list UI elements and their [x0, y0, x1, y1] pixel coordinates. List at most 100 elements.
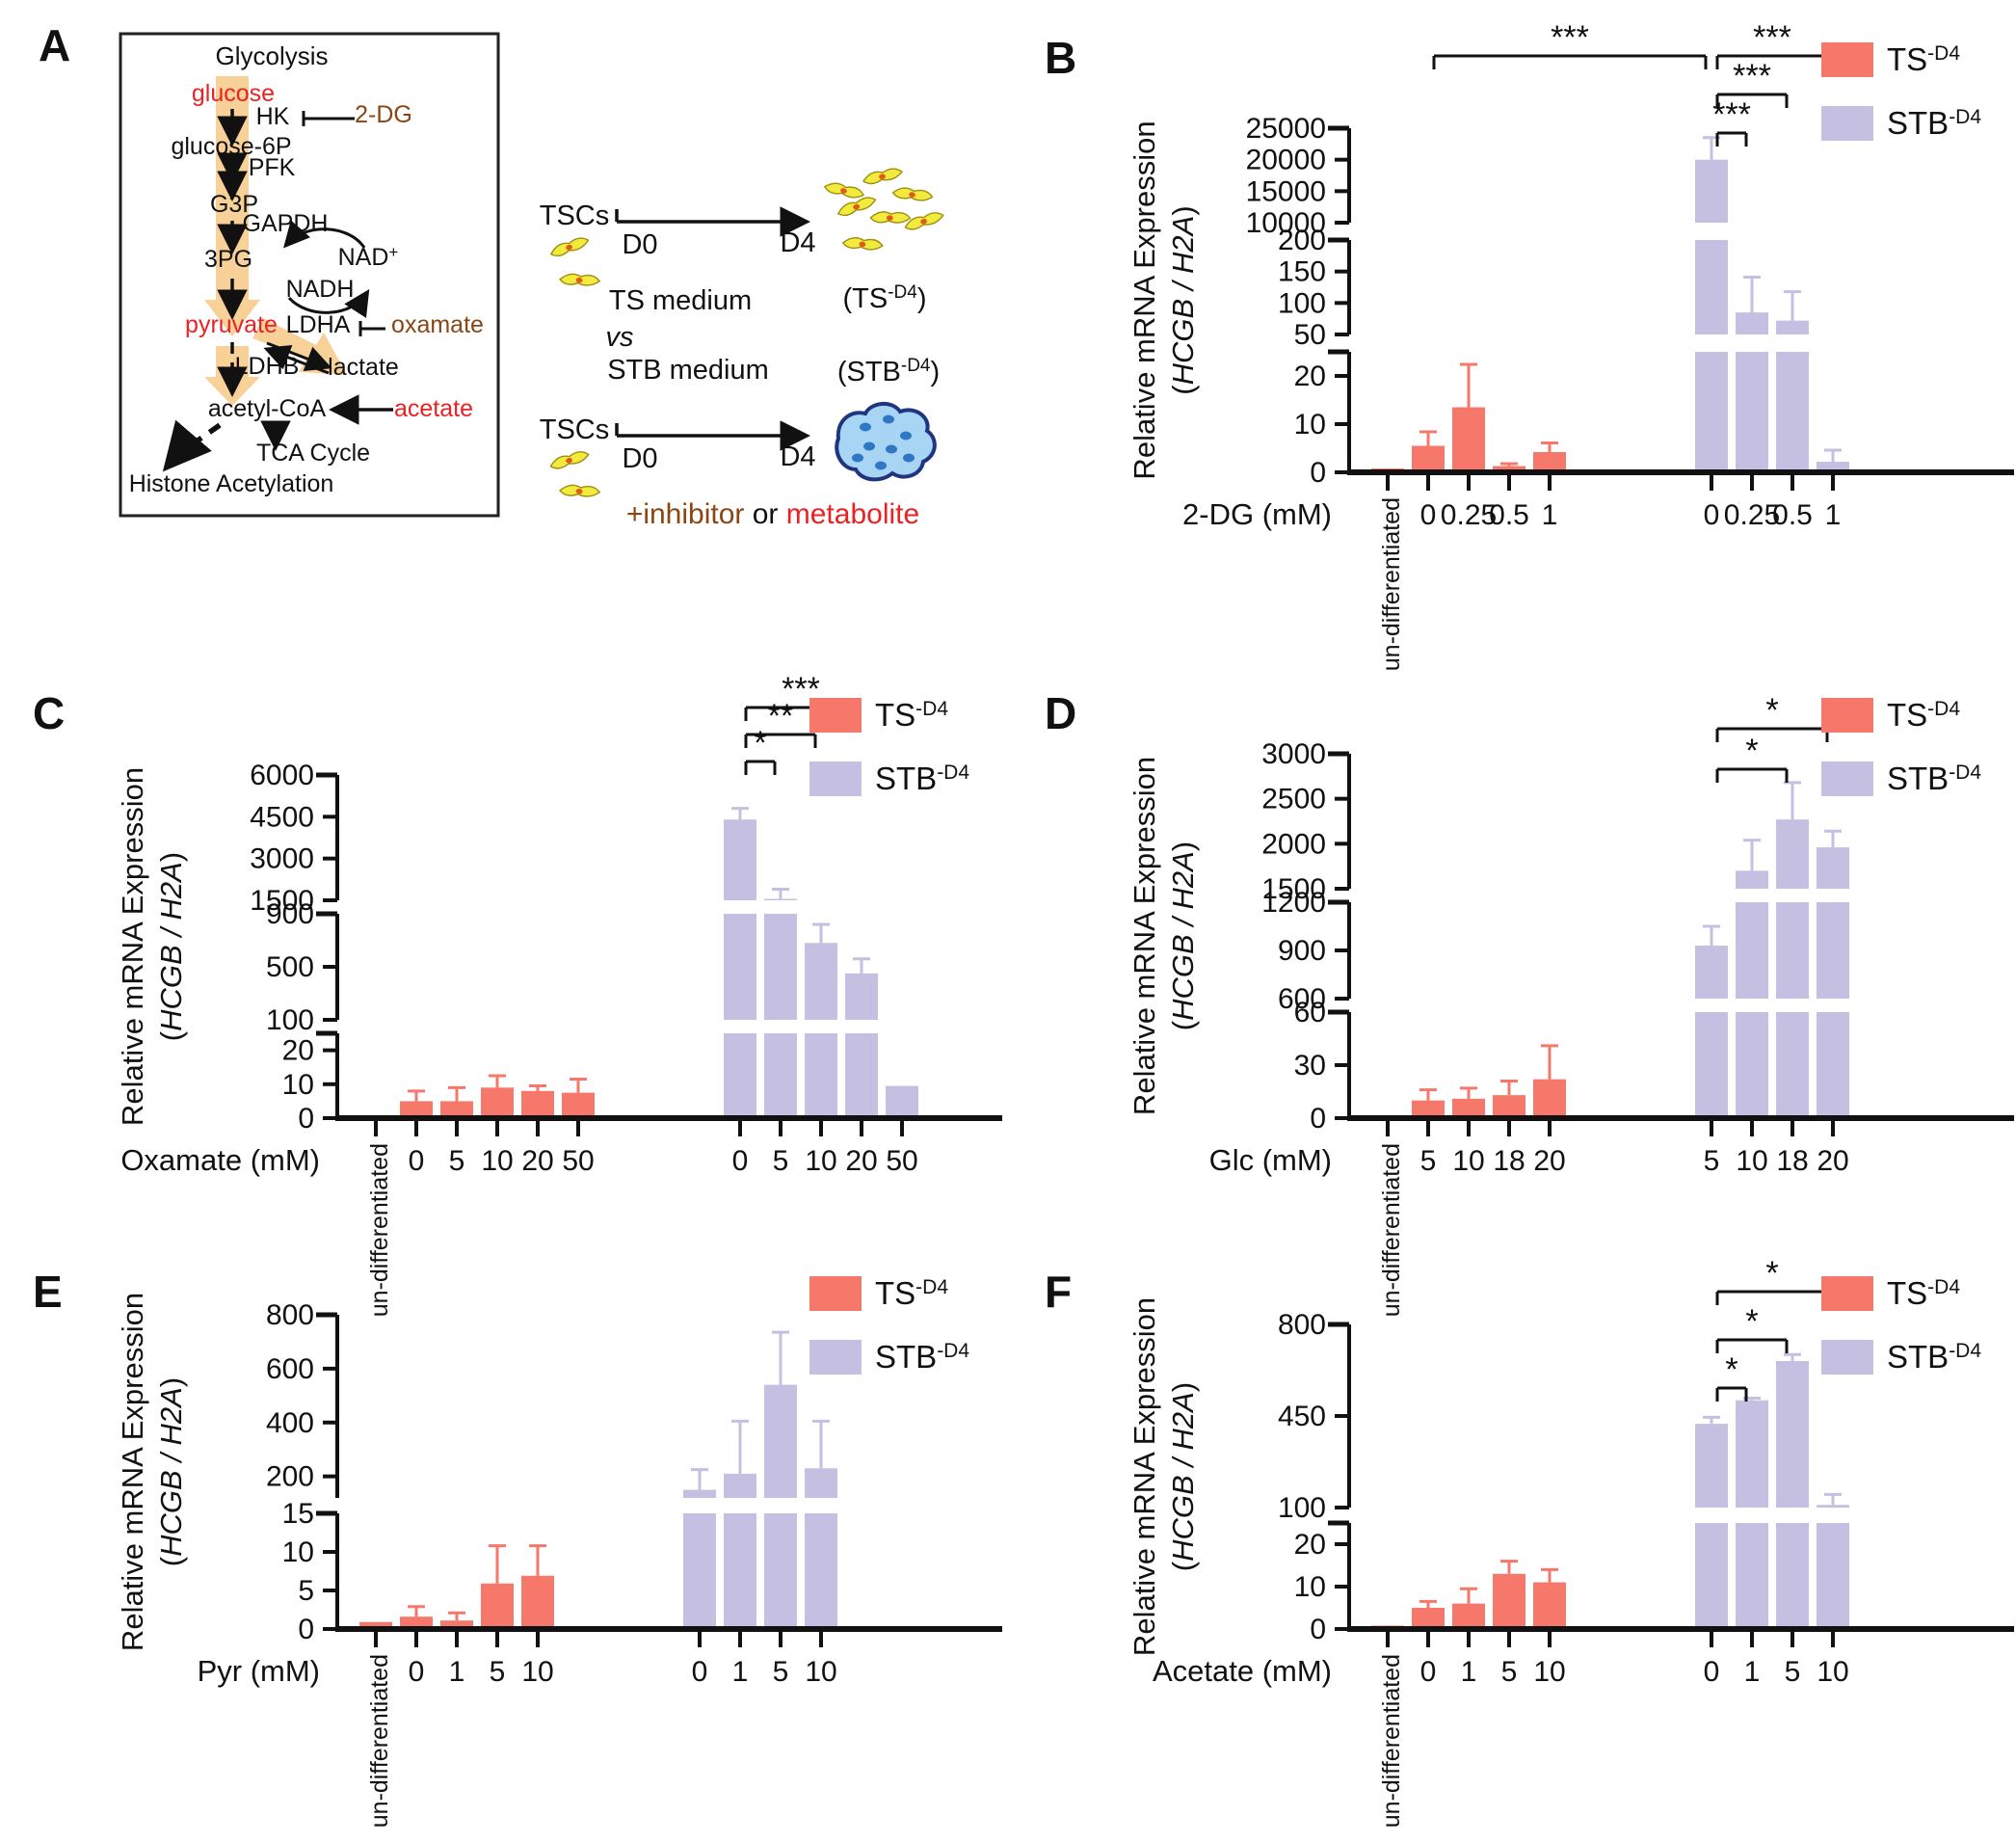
- bar-ts-0.5: [1493, 466, 1525, 472]
- bar-stb-10: [1736, 870, 1768, 889]
- tsc-cell-icon: [862, 167, 904, 186]
- legend-text-part: STB: [875, 761, 937, 796]
- dose-label-ts: 0.25: [1441, 499, 1497, 531]
- y-tick-label: 150: [1278, 256, 1326, 288]
- dose-label-stb: 5: [773, 1145, 789, 1177]
- tsc-cell-icon: [547, 235, 592, 259]
- bar-stb-18: [1776, 902, 1809, 999]
- sig-stars: **: [768, 698, 793, 735]
- legend-text-part: -D4: [1949, 106, 1981, 128]
- y-tick-label: 0: [298, 1103, 314, 1135]
- legend-label-stb: STB-D4: [1887, 105, 1981, 141]
- node-tca-cycle: TCA Cycle: [256, 440, 370, 467]
- nad-cycle-arc-top: [283, 220, 366, 249]
- dose-label-stb: 18: [1776, 1145, 1808, 1177]
- y-axis-title: Relative mRNA Expression: [1127, 1297, 1161, 1656]
- legend-text-part: (: [1166, 1561, 1200, 1571]
- bar-stb-0: [1695, 352, 1728, 472]
- tsc-cell-icon: [822, 177, 866, 203]
- bar-ts-20: [1533, 1079, 1566, 1118]
- legend-text-part: -D4: [1927, 42, 1960, 65]
- legend-text-part: STB: [1887, 105, 1949, 141]
- y-tick-label: 500: [266, 951, 314, 983]
- nucleus-dot: [863, 441, 875, 451]
- dose-label-stb: 0: [1704, 499, 1720, 531]
- chart-c: 010201005009001500300045006000un-differe…: [33, 671, 1002, 1317]
- legend-text-part: TS: [1887, 697, 1927, 733]
- legend-text-part: ): [154, 852, 188, 862]
- y-tick-label: 900: [266, 898, 314, 930]
- bar-stb-20: [845, 1033, 878, 1118]
- bar-stb-1: [1817, 462, 1849, 472]
- stb-d4-sup: -D4: [901, 356, 931, 376]
- dose-label-stb: 20: [845, 1145, 877, 1177]
- dose-label-stb: 20: [1817, 1145, 1848, 1177]
- y-axis-title: Relative mRNA Expression: [116, 767, 149, 1126]
- legend-swatch-stb: [1821, 106, 1873, 141]
- bar-ts-20: [521, 1090, 554, 1118]
- legend-text-part: -D4: [1927, 698, 1960, 720]
- bar-stb-18: [1776, 1012, 1809, 1118]
- dose-label-stb: 5: [1704, 1145, 1720, 1177]
- panel-a-diagram: A Glycolysis glucose HK 2-DG glucose-6P …: [39, 20, 946, 530]
- node-glucose6p: glucose-6P: [171, 133, 291, 160]
- undifferentiated-label: un-differentiated: [366, 1654, 393, 1828]
- d4-label-top: D4: [780, 227, 815, 258]
- dose-label-ts: 50: [562, 1145, 594, 1177]
- bar-stb-10: [805, 943, 837, 1020]
- legend-text-part: -D4: [1949, 761, 1981, 784]
- x-axis-label: Pyr (mM): [198, 1654, 320, 1688]
- node-nadh: NADH: [286, 276, 355, 303]
- or-text: or: [744, 498, 785, 530]
- node-hk: HK: [256, 103, 290, 130]
- bar-stb-20: [845, 973, 878, 1020]
- dose-label-stb: 5: [773, 1656, 789, 1688]
- node-ldha: LDHA: [286, 311, 351, 338]
- arrow-acetylcoa-to-histone: [162, 419, 222, 472]
- bar-stb-5: [764, 898, 797, 900]
- legend-text-part: ): [1166, 841, 1200, 851]
- bar-stb-1: [724, 1513, 756, 1629]
- y-tick-label: 2000: [1261, 828, 1326, 860]
- metabolite-text: metabolite: [786, 498, 919, 530]
- sig-stars: *: [1745, 1303, 1758, 1340]
- y-tick-label: 100: [1278, 287, 1326, 319]
- ts-medium-label: TS medium: [609, 285, 752, 316]
- legend-text-part: -D4: [1949, 1340, 1981, 1362]
- bar-stb-0: [683, 1513, 716, 1629]
- sig-stars: ***: [1753, 19, 1791, 56]
- y-tick-label: 20000: [1246, 145, 1326, 176]
- y-tick-label: 600: [266, 1353, 314, 1385]
- dose-label-ts: 5: [449, 1145, 465, 1177]
- legend-swatch-ts: [809, 698, 862, 733]
- bar-ts-18: [1493, 1095, 1525, 1118]
- bar-stb-5: [1695, 1012, 1728, 1118]
- legend-text-part: (: [1166, 385, 1200, 395]
- bar-ts-1: [1533, 452, 1566, 472]
- y-tick-label: 400: [266, 1407, 314, 1439]
- legend-text-part: -D4: [915, 1276, 948, 1298]
- dose-label-stb: 0.5: [1772, 499, 1813, 531]
- dose-label-stb: 1: [1744, 1656, 1761, 1688]
- tsc-cell-icon: [835, 195, 879, 219]
- dose-label-ts: 20: [521, 1145, 553, 1177]
- nucleus-dot: [860, 422, 871, 432]
- bar-stb-10: [1817, 1523, 1849, 1629]
- y-tick-label: 450: [1278, 1401, 1326, 1432]
- tsc-cell-icon: [558, 481, 601, 501]
- sig-stars: *: [1765, 692, 1778, 729]
- sig-stars: *: [1765, 1255, 1778, 1292]
- legend-swatch-ts: [809, 1276, 862, 1311]
- legend-label-ts: TS-D4: [875, 1275, 948, 1311]
- dose-label-ts: 5: [490, 1656, 506, 1688]
- legend-text-part: TS: [1887, 41, 1927, 77]
- tsc-cell-icon: [841, 233, 885, 254]
- bar-stb-18: [1776, 819, 1809, 889]
- dose-label-stb: 0: [1704, 1656, 1720, 1688]
- node-pyruvate: pyruvate: [185, 311, 278, 338]
- stb-medium-label: STB medium: [607, 355, 769, 386]
- x-axis-label: Oxamate (mM): [120, 1143, 320, 1177]
- legend-text-part: ): [1166, 1382, 1200, 1392]
- y-tick-label: 1500: [250, 885, 314, 917]
